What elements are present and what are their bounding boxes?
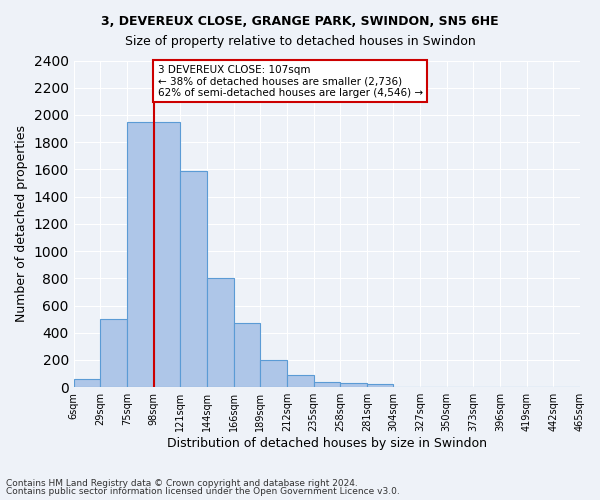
Bar (233, 322, 260, 387)
Bar (180, 171, 207, 387)
Bar (314, 382, 340, 387)
X-axis label: Distribution of detached houses by size in Swindon: Distribution of detached houses by size … (167, 437, 487, 450)
Bar (154, 122, 180, 387)
Bar (287, 375, 314, 387)
Bar (74, 379, 100, 387)
Bar (127, 122, 154, 387)
Text: 3 DEVEREUX CLOSE: 107sqm
← 38% of detached houses are smaller (2,736)
62% of sem: 3 DEVEREUX CLOSE: 107sqm ← 38% of detach… (158, 64, 423, 98)
Bar (367, 384, 394, 387)
Bar (340, 383, 367, 387)
Text: Size of property relative to detached houses in Swindon: Size of property relative to detached ho… (125, 35, 475, 48)
Text: Contains HM Land Registry data © Crown copyright and database right 2024.: Contains HM Land Registry data © Crown c… (6, 478, 358, 488)
Bar (260, 360, 287, 387)
Text: Contains public sector information licensed under the Open Government Licence v3: Contains public sector information licen… (6, 487, 400, 496)
Text: 3, DEVEREUX CLOSE, GRANGE PARK, SWINDON, SN5 6HE: 3, DEVEREUX CLOSE, GRANGE PARK, SWINDON,… (101, 15, 499, 28)
Bar (207, 278, 233, 387)
Y-axis label: Number of detached properties: Number of detached properties (15, 126, 28, 322)
Bar (100, 319, 127, 387)
